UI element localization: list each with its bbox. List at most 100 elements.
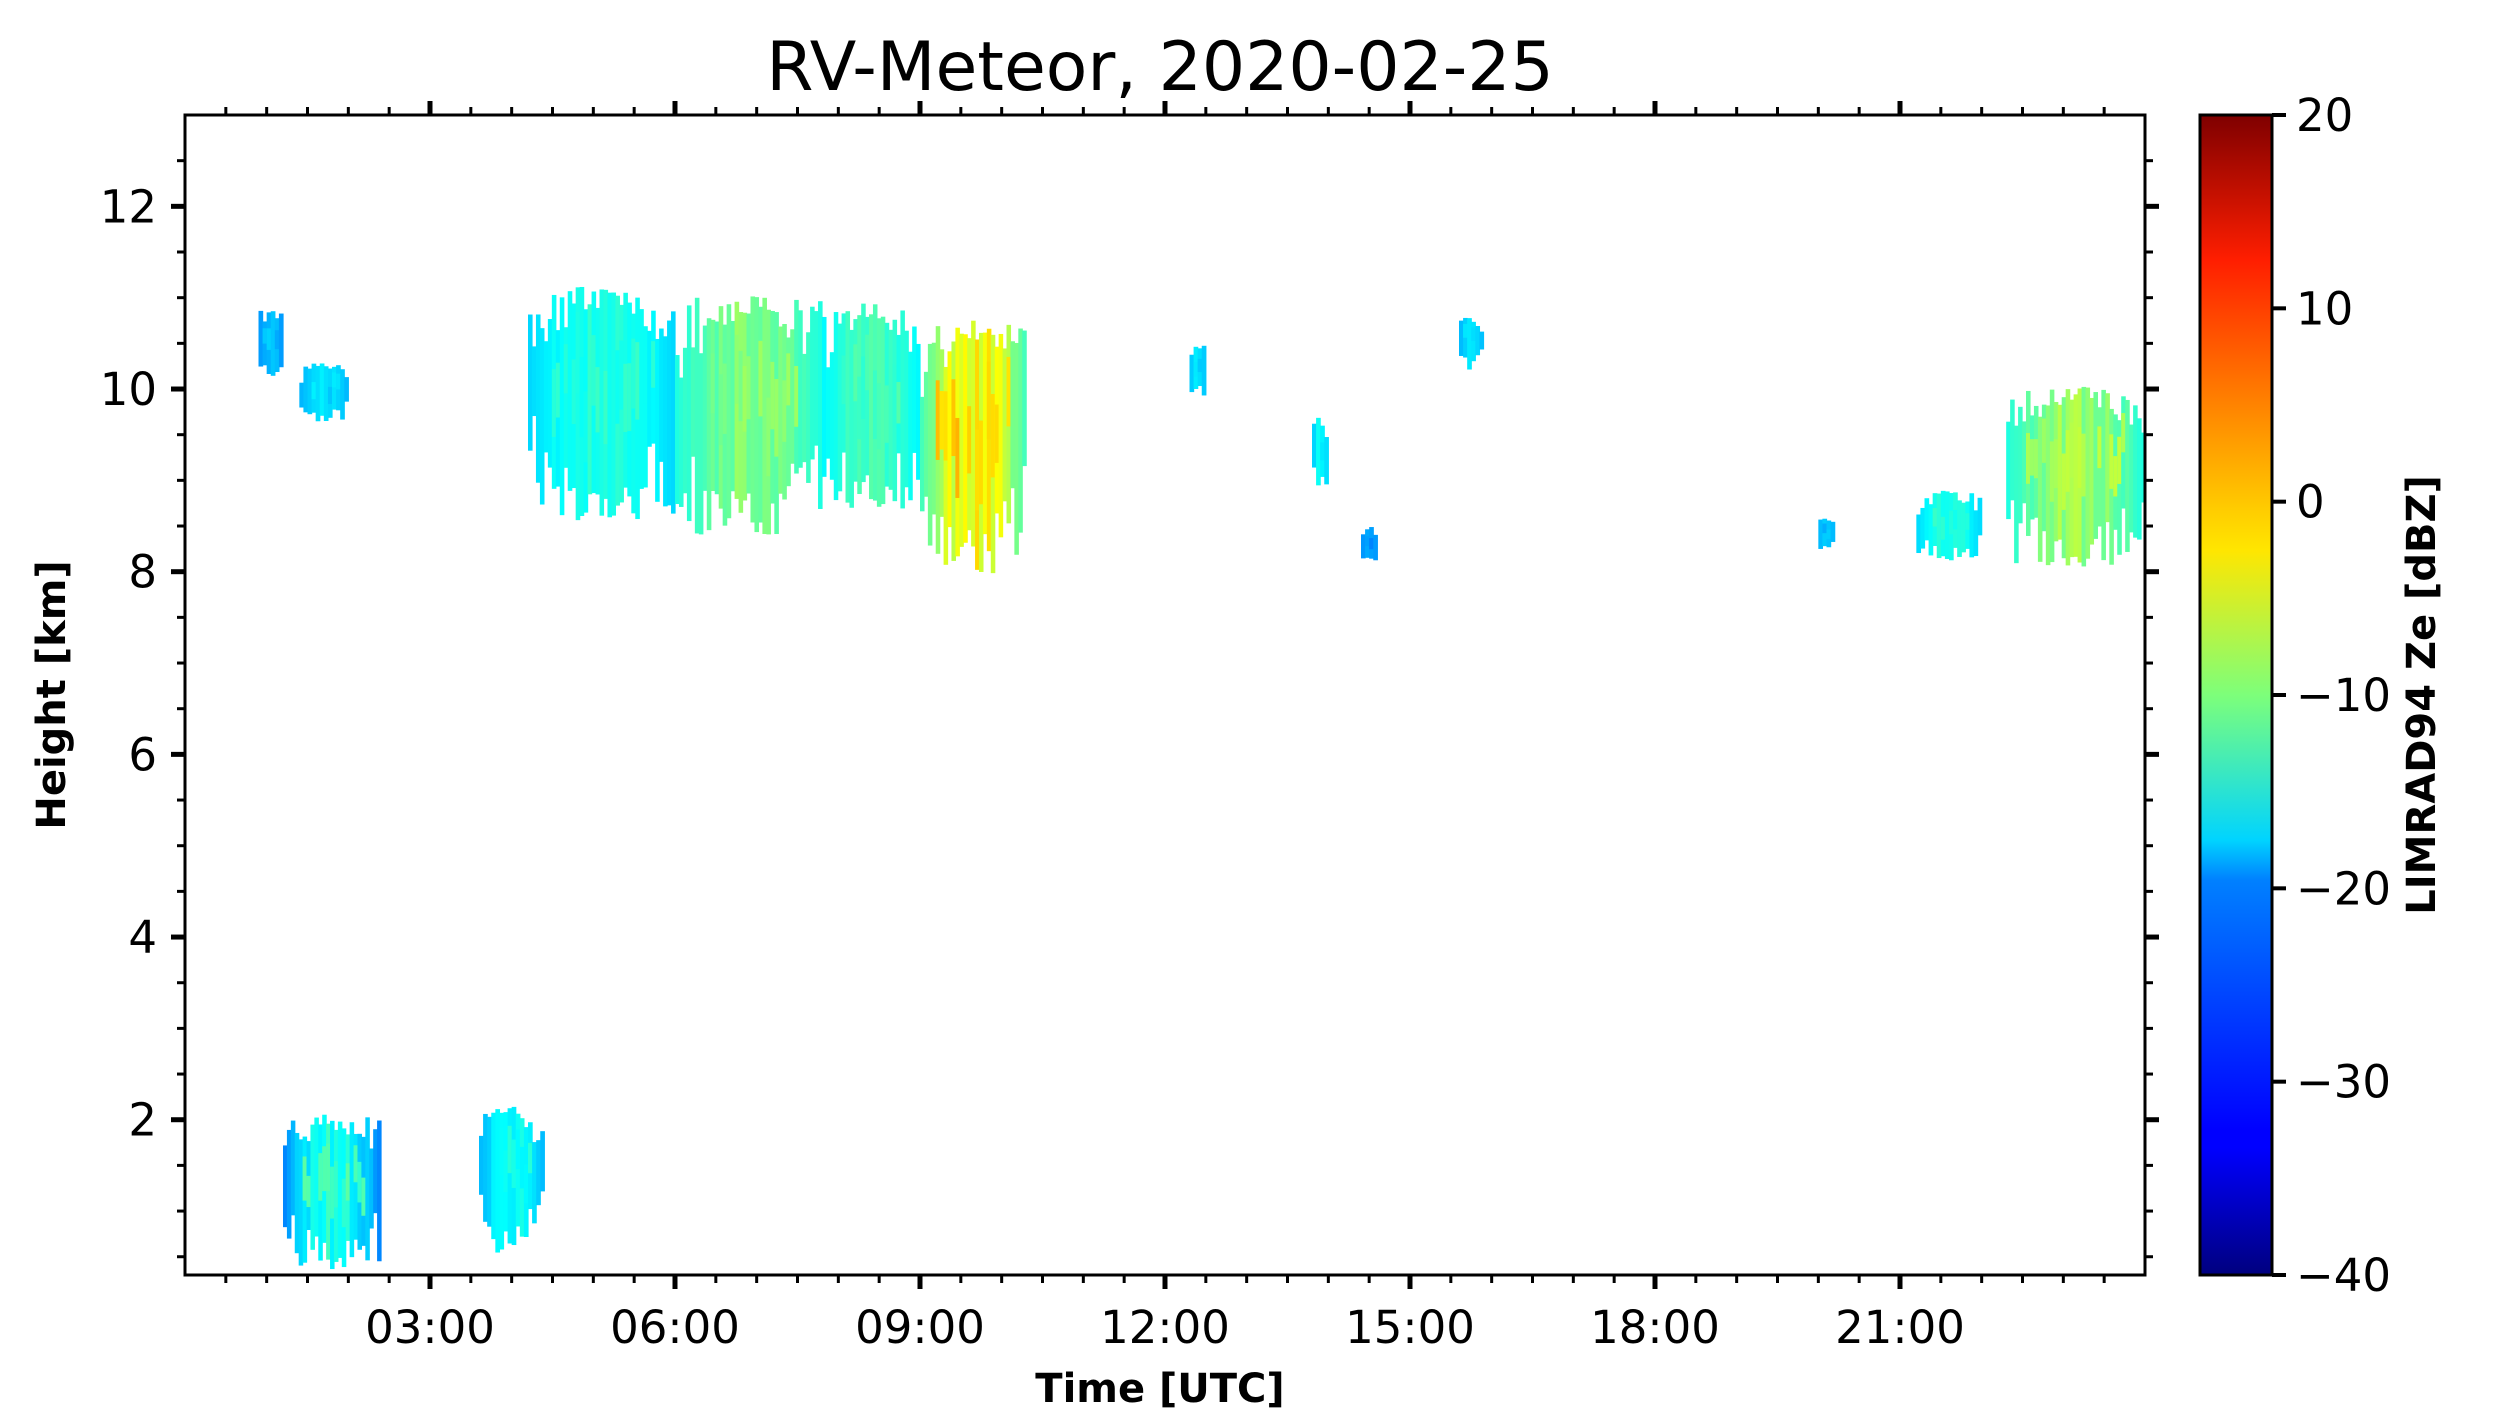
- echo-core: [551, 369, 557, 437]
- echo-column: [294, 1132, 300, 1254]
- echo-column: [2022, 421, 2027, 504]
- echo-column: [790, 329, 795, 464]
- x-tick-label: 18:00: [1590, 1301, 1720, 1354]
- echo-column: [1475, 325, 1481, 356]
- echo-column: [663, 336, 668, 507]
- echo-core: [575, 312, 581, 394]
- x-tick-label: 15:00: [1345, 1301, 1475, 1354]
- echo-column: [326, 1123, 331, 1260]
- colorbar-tick-label: −40: [2296, 1249, 2391, 1302]
- echo-core: [722, 363, 728, 434]
- echo-column: [639, 309, 644, 489]
- echo-column: [515, 1113, 521, 1227]
- echo-core: [794, 366, 799, 427]
- echo-column: [258, 310, 264, 367]
- echo-column: [778, 326, 783, 494]
- echo-core: [330, 1166, 335, 1219]
- echo-column: [750, 296, 756, 523]
- echo-core: [555, 362, 561, 418]
- echo-column: [2141, 432, 2145, 503]
- echo-core: [306, 1175, 312, 1208]
- echo-region-high-cloud-main-4: [920, 320, 1027, 574]
- echo-core: [951, 379, 956, 457]
- echo-column: [686, 305, 692, 522]
- echo-core: [274, 330, 280, 350]
- echo-core: [734, 334, 740, 404]
- echo-column: [1944, 491, 1950, 559]
- echo-column: [365, 1117, 370, 1261]
- echo-core: [643, 347, 648, 404]
- echo-column: [531, 346, 537, 417]
- echo-core: [302, 1156, 308, 1201]
- echo-region-high-cloud-13h: [1189, 345, 1207, 396]
- echo-column: [1324, 437, 1329, 485]
- echo-core: [1197, 358, 1203, 373]
- echo-column: [818, 301, 823, 509]
- echo-column: [2041, 404, 2047, 532]
- echo-core: [318, 1153, 323, 1201]
- echo-core: [651, 341, 656, 388]
- echo-column: [344, 377, 349, 402]
- echo-column: [507, 1108, 513, 1244]
- x-tick-label: 12:00: [1100, 1301, 1230, 1354]
- echo-column: [1977, 497, 1983, 536]
- echo-column: [802, 353, 807, 463]
- echo-core: [872, 370, 878, 440]
- echo-core: [2105, 435, 2110, 481]
- echo-core: [336, 373, 341, 390]
- echo-core: [2077, 427, 2083, 488]
- echo-column: [2121, 396, 2126, 509]
- echo-core: [758, 340, 764, 417]
- echo-column: [698, 353, 704, 535]
- colorbar-tick-label: −30: [2296, 1056, 2391, 1109]
- echo-region-high-cloud-main-1: [528, 286, 676, 521]
- echo-column: [916, 343, 921, 480]
- echo-region-high-cloud-23h: [2006, 386, 2145, 567]
- echo-core: [1463, 323, 1468, 338]
- echo-core: [341, 1178, 347, 1228]
- echo-core: [2121, 413, 2126, 453]
- echo-column: [283, 1145, 288, 1228]
- echo-column: [1471, 321, 1476, 362]
- echo-column: [559, 297, 565, 516]
- echo-column: [310, 1124, 315, 1250]
- echo-column: [706, 318, 712, 531]
- echo-column: [986, 328, 992, 552]
- echo-core: [311, 382, 317, 400]
- echo-column: [2057, 404, 2063, 540]
- echo-core: [857, 376, 862, 440]
- echo-column: [1973, 510, 1979, 557]
- echo-column: [2093, 392, 2098, 539]
- echo-column: [1916, 514, 1922, 554]
- echo-column: [829, 352, 835, 480]
- echo-core: [2053, 439, 2059, 489]
- echo-core: [1965, 513, 1971, 530]
- echo-core: [353, 1145, 359, 1183]
- echo-column: [1373, 534, 1378, 561]
- echo-column: [1928, 504, 1934, 556]
- colorbar-tick-label: −10: [2296, 669, 2391, 722]
- echo-column: [947, 351, 953, 528]
- echo-core: [266, 328, 272, 350]
- echo-column: [377, 1120, 382, 1262]
- echo-core: [955, 417, 960, 498]
- echo-column: [912, 326, 917, 453]
- echo-core: [499, 1127, 505, 1176]
- y-tick-label: 12: [100, 180, 157, 233]
- echo-region-high-cloud-small-2: [299, 363, 349, 422]
- x-tick-label: 21:00: [1835, 1301, 1965, 1354]
- echo-core: [262, 328, 268, 344]
- echo-column: [837, 323, 843, 492]
- echo-core: [853, 344, 858, 402]
- echo-column: [1467, 318, 1472, 370]
- echo-column: [299, 382, 305, 408]
- colorbar-label: LIMRAD94 Ze [dBZ]: [2399, 475, 2445, 914]
- echo-column: [682, 347, 688, 494]
- echo-core: [357, 1161, 362, 1203]
- colorbar-tick-label: −20: [2296, 862, 2391, 915]
- radar-echoes: [258, 286, 2145, 1270]
- y-tick-label: 2: [128, 1094, 157, 1147]
- echo-column: [2117, 420, 2122, 555]
- echo-column: [2085, 387, 2091, 559]
